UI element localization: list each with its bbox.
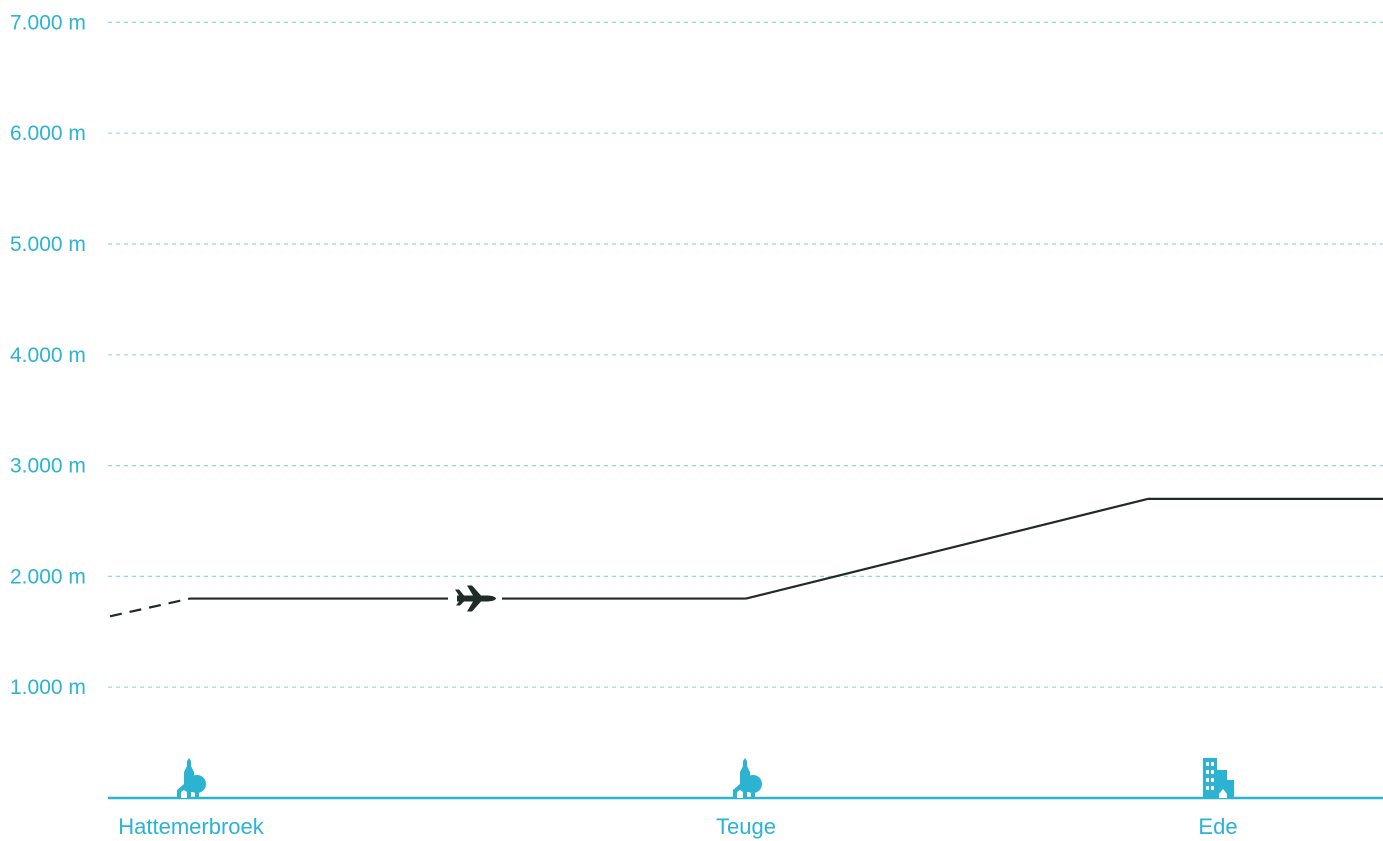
y-tick-label: 7.000 m [10, 11, 86, 34]
flight-path-segment [745, 497, 1149, 600]
location-label: Ede [1198, 814, 1237, 839]
y-tick-label: 1.000 m [10, 676, 86, 699]
village-icon [733, 758, 762, 798]
y-tick-label: 6.000 m [10, 122, 86, 145]
village-icon [177, 758, 206, 798]
location-label: Hattemerbroek [118, 814, 265, 839]
flight-path-segment-dashed [109, 597, 191, 618]
y-axis-ticks: 1.000 m 2.000 m 3.000 m 4.000 m 5.000 m 6.000… [10, 11, 86, 699]
y-tick-label: 3.000 m [10, 455, 86, 478]
airplane-icon [455, 585, 496, 612]
y-tick-label: 2.000 m [10, 565, 86, 588]
flight-path [109, 497, 1383, 618]
gridlines [108, 21, 1383, 688]
airplane-marker [455, 585, 496, 612]
locations: Hattemerbroek Teuge Ede [118, 758, 1238, 839]
city-icon [1203, 758, 1234, 798]
y-tick-label: 4.000 m [10, 344, 86, 367]
location-label: Teuge [716, 814, 776, 839]
y-tick-label: 5.000 m [10, 233, 86, 256]
